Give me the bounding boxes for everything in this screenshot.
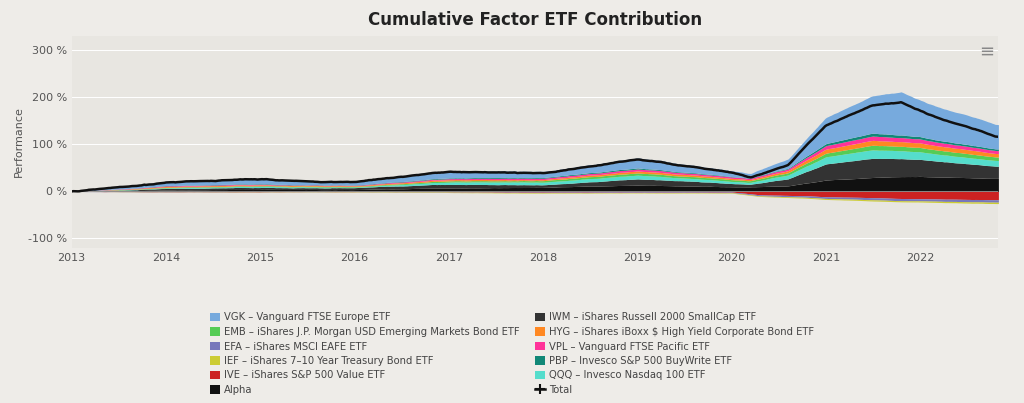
Text: ≡: ≡ — [979, 43, 993, 60]
Title: Cumulative Factor ETF Contribution: Cumulative Factor ETF Contribution — [368, 11, 702, 29]
Legend: VGK – Vanguard FTSE Europe ETF, EMB – iShares J.P. Morgan USD Emerging Markets B: VGK – Vanguard FTSE Europe ETF, EMB – iS… — [207, 310, 817, 398]
Y-axis label: Performance: Performance — [13, 107, 24, 177]
